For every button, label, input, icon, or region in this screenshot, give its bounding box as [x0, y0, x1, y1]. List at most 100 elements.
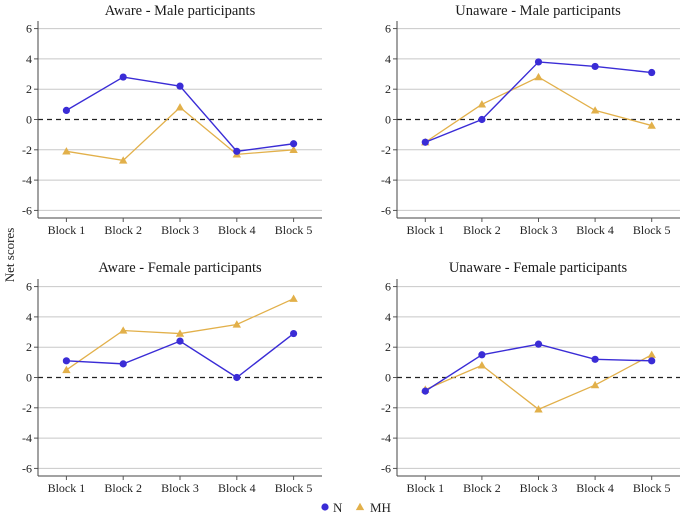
point-n	[534, 340, 543, 348]
legend: N MH	[321, 500, 391, 515]
point-n	[176, 82, 184, 90]
x-tick-label: Block 3	[520, 481, 558, 495]
point-mh	[647, 121, 656, 129]
panel-title: Aware - Male participants	[105, 3, 256, 19]
panel-1: Aware - Male participants 6 4 2 0 -2 -4 -6 Block…	[22, 3, 322, 237]
point-mh	[590, 106, 600, 114]
legend-label: MH	[370, 500, 391, 515]
series-line-mh	[425, 354, 653, 411]
y-tick-label: 6	[26, 22, 32, 36]
legend-marker-mh	[355, 502, 365, 511]
y-tick-label: 0	[385, 113, 391, 127]
y-tick-label: 4	[26, 52, 32, 66]
y-tick-label: 0	[26, 113, 32, 127]
y-tick-label: -2	[381, 143, 391, 157]
y-tick-label: 4	[385, 52, 391, 66]
panel-title: Aware - Female participants	[98, 260, 262, 276]
panel-title: Unaware - Female participants	[449, 260, 628, 276]
point-n	[591, 62, 599, 71]
x-tick-label: Block 2	[463, 481, 501, 495]
y-tick-label: -2	[381, 401, 391, 415]
y-tick-label: -6	[22, 203, 32, 217]
point-n	[290, 329, 298, 338]
point-n	[648, 68, 656, 77]
point-n	[648, 357, 656, 365]
point-n	[119, 360, 127, 368]
point-n	[534, 58, 543, 66]
point-mh	[119, 156, 128, 164]
point-n	[478, 115, 486, 124]
panel-title: Unaware - Male participants	[455, 3, 621, 19]
point-n	[233, 373, 241, 382]
y-tick-label: 6	[26, 280, 32, 294]
point-mh	[534, 72, 543, 81]
y-tick-label: -6	[22, 461, 32, 475]
point-n	[233, 147, 241, 155]
x-tick-label: Block 1	[48, 481, 86, 495]
y-tick-label: -6	[381, 461, 391, 475]
legend-marker-n	[321, 503, 329, 511]
point-mh	[175, 103, 185, 111]
y-tick-label: 4	[26, 310, 32, 324]
y-tick-label: 6	[385, 22, 391, 36]
x-tick-label: Block 4	[576, 481, 614, 495]
point-n	[421, 387, 429, 395]
x-tick-label: Block 1	[48, 223, 86, 237]
x-tick-label: Block 5	[275, 223, 313, 237]
x-tick-label: Block 5	[275, 481, 313, 495]
point-mh	[62, 147, 71, 155]
point-mh	[175, 329, 185, 337]
panels: Aware - Male participants 6 4 2 0 -2 -4 -6 Block…	[22, 3, 680, 495]
y-tick-label: 2	[385, 82, 391, 96]
point-mh	[534, 405, 543, 413]
series-line-mh	[424, 76, 652, 143]
point-mh	[647, 350, 656, 358]
point-mh	[289, 294, 298, 302]
panel-4: Unaware - Female participants 6 4 2 0 -2 -4 -6 B…	[381, 260, 680, 495]
x-tick-label: Block 5	[633, 481, 671, 495]
point-n	[591, 355, 599, 363]
point-mh	[289, 145, 298, 153]
panel-2: Unaware - Male participants 6 4 2 0 -2 -4 -6 Blo…	[381, 3, 680, 237]
x-tick-label: Block 3	[161, 481, 199, 495]
y-tick-label: 0	[385, 371, 391, 385]
point-mh	[477, 100, 487, 108]
point-n	[421, 138, 429, 146]
y-tick-label: -4	[22, 173, 32, 187]
point-n	[176, 337, 184, 345]
point-n	[62, 357, 70, 365]
point-mh	[232, 320, 241, 328]
point-mh	[119, 326, 128, 334]
point-mh	[477, 361, 487, 369]
x-tick-label: Block 1	[406, 481, 444, 495]
y-tick-label: -2	[22, 401, 32, 415]
y-tick-label: -2	[22, 143, 32, 157]
point-n	[478, 351, 486, 359]
x-tick-label: Block 1	[406, 223, 444, 237]
x-tick-label: Block 2	[463, 223, 501, 237]
point-mh	[62, 365, 71, 374]
x-tick-label: Block 5	[633, 223, 671, 237]
x-tick-label: Block 4	[576, 223, 614, 237]
x-tick-label: Block 4	[218, 223, 256, 237]
y-tick-label: -4	[22, 431, 32, 445]
point-n	[62, 106, 70, 115]
panel-3: Aware - Female participants 6 4 2 0 -2 -4 -6 Blo…	[22, 260, 322, 495]
x-tick-label: Block 4	[218, 481, 256, 495]
y-tick-label: 2	[26, 340, 32, 354]
x-tick-label: Block 2	[104, 481, 142, 495]
point-mh	[590, 380, 600, 389]
series-line-n	[424, 343, 652, 392]
series-line-mh	[66, 106, 294, 162]
y-tick-label: 2	[26, 82, 32, 96]
y-tick-label: 2	[385, 340, 391, 354]
y-tick-label: 0	[26, 371, 32, 385]
y-tick-label: -4	[381, 431, 391, 445]
point-n	[290, 140, 298, 148]
point-n	[119, 73, 127, 81]
y-axis-label: Net scores	[2, 228, 17, 283]
legend-label: N	[333, 500, 343, 515]
y-tick-label: -6	[381, 203, 391, 217]
x-tick-label: Block 2	[104, 223, 142, 237]
